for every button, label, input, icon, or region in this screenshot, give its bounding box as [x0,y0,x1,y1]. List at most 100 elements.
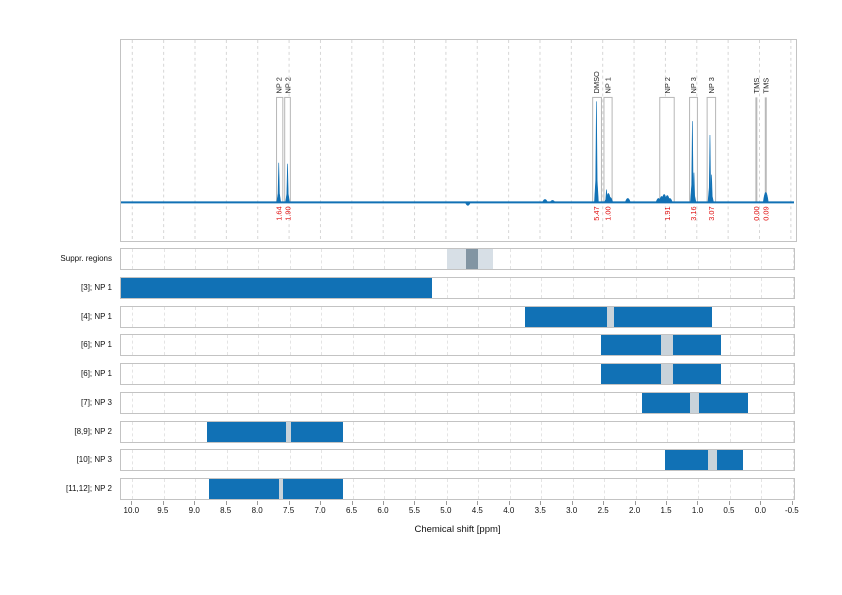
row-gridline [635,278,637,298]
x-axis-tick [634,501,636,505]
assignment-region-bar [207,422,286,442]
row-gridline [761,393,763,413]
row-gridline [352,450,354,470]
peak-region-box [276,96,284,203]
x-axis-tick-label: 8.0 [251,506,263,515]
row-gridline [604,249,606,269]
row-gridline [478,393,480,413]
row-gridline [163,479,165,499]
row-gridline [352,393,354,413]
row-gridline [541,422,543,442]
row-gridline [698,479,700,499]
row-gridline [195,364,197,384]
row-gridline [667,249,669,269]
row-gridline [383,364,385,384]
assignment-region-gap [707,450,718,470]
x-axis-tick [414,501,416,505]
x-axis-tick-label: -0.5 [784,506,799,515]
x-axis-tick [320,501,322,505]
row-gridline [163,393,165,413]
row-gridline [258,249,260,269]
assignment-row: [10]; NP 3 [0,449,842,471]
assignment-row-label: [3]; NP 1 [81,283,112,292]
row-gridline [352,249,354,269]
spectrum-peak [542,199,548,203]
row-gridline [729,249,731,269]
row-gridline [478,335,480,355]
row-gridline [761,479,763,499]
row-gridline [667,278,669,298]
x-axis-title: Chemical shift [ppm] [414,524,501,535]
x-axis-tick-label: 1.0 [691,506,704,515]
assignment-region-bar [664,450,708,470]
x-axis-tick-label: 0.0 [754,506,766,515]
row-gridline [415,307,417,327]
row-gridline [572,393,574,413]
row-gridline [635,450,637,470]
peak-integral: 1.64 [275,206,284,220]
row-gridline [321,335,323,355]
row-gridline [383,450,385,470]
row-gridline [226,249,228,269]
row-gridline [572,335,574,355]
assignment-row: [3]; NP 1 [0,277,842,299]
x-axis-tick-label: 4.5 [471,506,483,515]
row-gridline [572,278,574,298]
row-gridline [541,249,543,269]
row-gridline [352,479,354,499]
row-gridline [226,335,228,355]
row-gridline [258,393,260,413]
row-gridline [635,393,637,413]
row-gridline [195,393,197,413]
assignment-region-gap [660,364,674,384]
row-gridline [289,364,291,384]
row-gridline [572,479,574,499]
spectrum-peak [624,198,631,203]
row-gridline [509,335,511,355]
assignment-row: [6]; NP 1 [0,363,842,385]
assignment-row-box [120,277,795,299]
row-gridline [163,249,165,269]
row-gridline [792,307,794,327]
row-gridline [478,450,480,470]
peak-integral: 1.90 [283,206,292,220]
x-axis-tick-label: 6.5 [345,506,358,515]
row-gridline [163,364,165,384]
x-axis-tick [194,501,196,505]
row-gridline [761,422,763,442]
row-gridline [698,422,700,442]
row-gridline [415,335,417,355]
row-gridline [572,249,574,269]
row-gridline [478,422,480,442]
spectrum-peak [285,163,290,203]
row-gridline [352,364,354,384]
x-axis-tick [666,501,668,505]
row-gridline [195,479,197,499]
peak-integral: 3.07 [707,206,716,220]
x-axis-tick [131,501,133,505]
row-gridline [792,278,794,298]
row-gridline [509,393,511,413]
assignment-region-bar [717,450,743,470]
row-gridline [383,422,385,442]
suppressed-region [465,249,479,269]
x-axis-tick-label: 3.5 [534,506,546,515]
x-axis-tick-label: 8.5 [220,506,232,515]
suppressed-region [478,249,493,269]
row-gridline [383,307,385,327]
row-gridline [698,249,700,269]
assignment-region-gap [285,422,291,442]
spectrum-panel: NP 2 1.64 NP 2 1.90 DMSO 5.47 NP 1 1.00 NP 2 1.91… [120,39,797,242]
row-gridline [698,278,700,298]
peak-integral: 3.16 [689,206,698,220]
peak-integral: 0.09 [762,206,771,220]
peak-label: NP 2 [275,77,284,93]
row-gridline [321,307,323,327]
row-gridline [792,335,794,355]
spectrum-peak [549,200,556,203]
row-gridline [509,307,511,327]
assignment-region-bar [283,479,344,499]
row-gridline [541,479,543,499]
row-gridline [572,422,574,442]
